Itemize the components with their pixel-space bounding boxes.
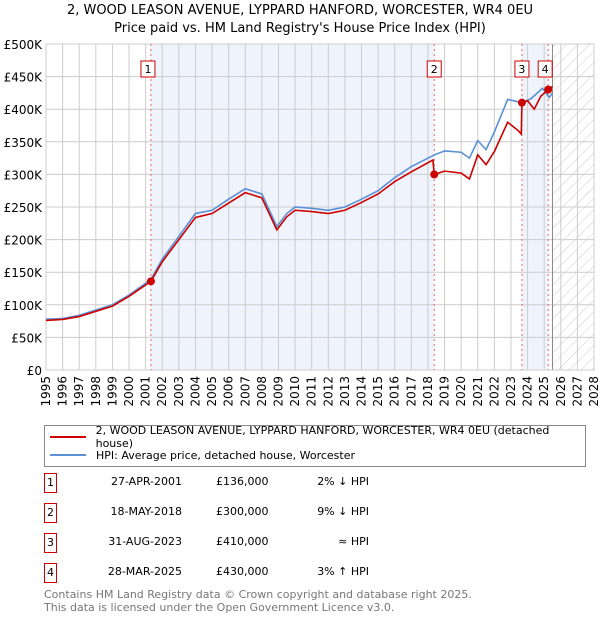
y-tick-label: £200K bbox=[4, 234, 44, 248]
hpi-comparison: 9% ↓ HPI bbox=[317, 505, 369, 518]
x-tick-label: 2026 bbox=[554, 376, 568, 407]
y-tick-label: £500K bbox=[4, 38, 44, 52]
sale-label: 3 bbox=[518, 63, 525, 76]
sale-label-box bbox=[140, 60, 156, 78]
sale-point bbox=[430, 170, 439, 179]
price-chart: £0 £50K £100K £150K £200K £250K £300K £350K £400… bbox=[4, 38, 600, 407]
plot-border bbox=[45, 43, 595, 371]
x-tick-label: 2022 bbox=[487, 376, 501, 407]
hpi-comparison: ≈ HPI bbox=[338, 535, 369, 548]
x-tick-label: 2002 bbox=[155, 376, 169, 407]
sale-number-badge: 3 bbox=[44, 533, 57, 553]
sale-point bbox=[146, 277, 155, 286]
sale-number-badge: 4 bbox=[44, 563, 57, 583]
x-tick-label: 2028 bbox=[587, 376, 600, 407]
y-tick-label: £0 bbox=[27, 364, 42, 378]
sale-date: 31-AUG-2023 bbox=[108, 535, 182, 548]
x-tick-label: 2020 bbox=[454, 376, 468, 407]
x-tick-label: 1999 bbox=[105, 376, 119, 407]
legend-swatch bbox=[50, 436, 86, 438]
footer-licence: This data is licensed under the Open Gov… bbox=[44, 601, 395, 614]
y-tick-label: £350K bbox=[4, 136, 44, 150]
y-tick-label: £150K bbox=[4, 266, 44, 280]
x-tick-label: 2017 bbox=[404, 376, 418, 407]
sale-price: £136,000 bbox=[216, 475, 269, 488]
y-tick-label: £250K bbox=[4, 201, 44, 215]
sale-label: 1 bbox=[144, 63, 151, 76]
x-tick-label: 2024 bbox=[521, 376, 535, 407]
y-tick-label: £100K bbox=[4, 299, 44, 313]
sale-price: £410,000 bbox=[216, 535, 269, 548]
x-tick-label: 2012 bbox=[321, 376, 335, 407]
x-tick-label: 2018 bbox=[421, 376, 435, 407]
x-tick-label: 2019 bbox=[438, 376, 452, 407]
sale-point bbox=[517, 98, 526, 107]
sale-price: £300,000 bbox=[216, 505, 269, 518]
x-tick-label: 1998 bbox=[89, 376, 103, 407]
x-tick-label: 2015 bbox=[371, 376, 385, 407]
sale-label-box bbox=[537, 60, 553, 78]
x-tick-label: 1997 bbox=[72, 376, 86, 407]
x-tick-label: 2007 bbox=[238, 376, 252, 407]
y-tick-label: £300K bbox=[4, 168, 44, 182]
x-tick-label: 2009 bbox=[271, 376, 285, 407]
sale-label-box bbox=[426, 60, 442, 78]
x-tick-label: 2008 bbox=[255, 376, 269, 407]
x-tick-label: 1996 bbox=[56, 376, 70, 407]
x-tick-label: 2004 bbox=[188, 376, 202, 407]
legend-swatch bbox=[50, 454, 86, 456]
y-tick-label: £50K bbox=[11, 331, 43, 345]
x-tick-label: 2001 bbox=[139, 376, 153, 407]
x-tick-label: 2013 bbox=[338, 376, 352, 407]
x-tick-label: 1995 bbox=[39, 376, 53, 407]
sale-date: 28-MAR-2025 bbox=[107, 565, 182, 578]
chart-title: 2, WOOD LEASON AVENUE, LYPPARD HANFORD, … bbox=[66, 3, 534, 18]
sale-number-badge: 2 bbox=[44, 503, 57, 523]
hpi-comparison: 2% ↓ HPI bbox=[317, 475, 369, 488]
x-tick-label: 2027 bbox=[570, 376, 584, 407]
chart-subtitle: Price paid vs. HM Land Registry's House … bbox=[114, 21, 486, 36]
table-row: 4 28-MAR-2025 £430,000 3% ↑ HPI bbox=[44, 563, 444, 583]
sale-point bbox=[544, 85, 553, 94]
x-tick-label: 2021 bbox=[471, 376, 485, 407]
legend-label: HPI: Average price, detached house, Worc… bbox=[96, 448, 356, 462]
sale-price: £430,000 bbox=[216, 565, 269, 578]
table-row: 3 31-AUG-2023 £410,000 ≈ HPI bbox=[44, 533, 444, 553]
sale-date: 18-MAY-2018 bbox=[110, 505, 182, 518]
x-tick-label: 2003 bbox=[172, 376, 186, 407]
x-tick-label: 2000 bbox=[122, 376, 136, 407]
sale-label: 4 bbox=[542, 63, 549, 76]
sale-date: 27-APR-2001 bbox=[110, 475, 182, 488]
legend-item-hpi: HPI: Average price, detached house, Worc… bbox=[50, 447, 355, 463]
legend: 2, WOOD LEASON AVENUE, LYPPARD HANFORD, … bbox=[44, 424, 586, 467]
y-tick-label: £400K bbox=[4, 103, 44, 117]
property-price-line bbox=[45, 85, 553, 322]
x-tick-label: 2016 bbox=[388, 376, 402, 407]
y-tick-label: £450K bbox=[4, 71, 44, 85]
sale-label-box bbox=[514, 60, 530, 78]
x-tick-label: 2023 bbox=[504, 376, 518, 407]
x-tick-label: 2014 bbox=[355, 376, 369, 407]
table-row: 2 18-MAY-2018 £300,000 9% ↓ HPI bbox=[44, 503, 444, 523]
legend-item-property: 2, WOOD LEASON AVENUE, LYPPARD HANFORD, … bbox=[50, 424, 585, 450]
table-row: 1 27-APR-2001 £136,000 2% ↓ HPI bbox=[44, 473, 444, 493]
x-tick-label: 2006 bbox=[222, 376, 236, 407]
sale-number-badge: 1 bbox=[44, 473, 57, 493]
footer-copyright: Contains HM Land Registry data © Crown c… bbox=[44, 588, 472, 601]
legend-label: 2, WOOD LEASON AVENUE, LYPPARD HANFORD, … bbox=[95, 424, 550, 450]
x-tick-label: 2011 bbox=[305, 376, 319, 407]
x-tick-label: 2005 bbox=[205, 376, 219, 407]
sale-label: 2 bbox=[431, 63, 438, 76]
hpi-comparison: 3% ↑ HPI bbox=[317, 565, 369, 578]
x-tick-label: 2025 bbox=[537, 376, 551, 407]
x-tick-label: 2010 bbox=[288, 376, 302, 407]
